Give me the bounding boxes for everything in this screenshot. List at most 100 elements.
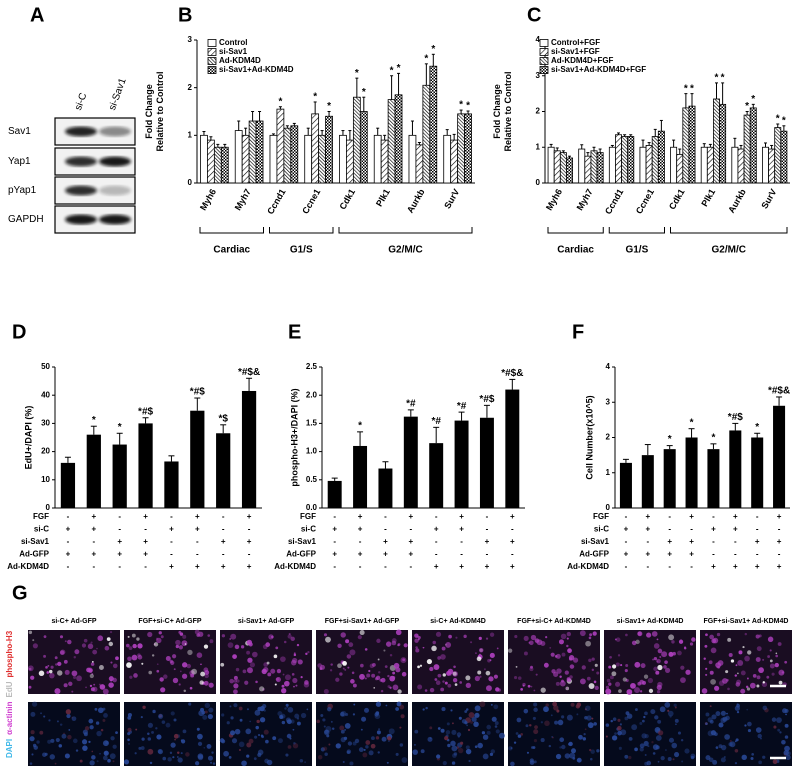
cell-signal xyxy=(652,658,654,661)
cell-signal xyxy=(109,630,113,634)
cell-signal xyxy=(529,758,534,763)
cell-signal xyxy=(594,663,598,667)
cell-signal xyxy=(529,724,532,727)
cell-signal xyxy=(464,710,468,713)
cell-signal xyxy=(548,744,552,748)
cell-signal xyxy=(284,674,291,681)
cell-signal xyxy=(483,668,486,671)
cell-signal xyxy=(173,668,176,671)
cell-signal xyxy=(48,719,51,722)
cell-signal xyxy=(466,724,468,727)
cell-signal xyxy=(230,716,234,720)
cell-signal xyxy=(83,638,88,643)
cell-signal xyxy=(257,706,262,712)
bar xyxy=(138,423,153,508)
cell-signal xyxy=(593,680,597,684)
cell-signal xyxy=(115,656,119,661)
cell-signal xyxy=(107,758,111,763)
significance: * xyxy=(690,417,694,428)
cell-signal xyxy=(747,729,752,733)
blot-band xyxy=(99,214,131,225)
cell-signal xyxy=(720,710,726,716)
cell-signal xyxy=(204,702,211,709)
cell-signal xyxy=(564,753,571,759)
cell-signal xyxy=(744,655,750,662)
cell-signal xyxy=(50,738,55,743)
cell-signal xyxy=(260,734,264,738)
cell-signal xyxy=(415,648,420,653)
cell-signal xyxy=(618,689,622,693)
cell-signal xyxy=(451,745,458,752)
micrograph xyxy=(316,630,408,694)
cell-signal xyxy=(275,646,279,650)
cell-signal xyxy=(550,652,555,657)
cell-signal xyxy=(36,740,40,744)
cell-signal xyxy=(59,635,64,639)
treatment-sign: - xyxy=(756,550,759,559)
treatment-sign: + xyxy=(383,550,388,559)
cell-signal xyxy=(747,721,752,727)
cell-signal xyxy=(767,636,774,642)
cell-signal xyxy=(568,742,571,746)
cell-signal xyxy=(59,723,63,726)
treatment-sign: + xyxy=(667,550,672,559)
cell-signal xyxy=(96,730,102,737)
cell-signal xyxy=(536,639,543,646)
cell-signal xyxy=(91,750,94,753)
cell-signal xyxy=(447,743,451,748)
cell-signal xyxy=(712,637,719,644)
cell-signal xyxy=(265,642,271,647)
cell-signal xyxy=(91,755,96,760)
cell-signal xyxy=(221,634,226,638)
cell-signal xyxy=(369,663,375,669)
cell-signal xyxy=(690,755,695,760)
cell-signal xyxy=(265,739,269,744)
significance: * xyxy=(721,73,725,84)
bar xyxy=(190,410,205,508)
bar xyxy=(651,136,659,184)
significance: *#$ xyxy=(479,394,494,405)
cell-signal xyxy=(588,636,592,640)
x-tick-label: Aurkb xyxy=(726,187,748,215)
cell-signal xyxy=(197,741,203,746)
cell-signal xyxy=(653,643,660,649)
cell-signal xyxy=(440,687,445,692)
bar xyxy=(380,139,389,184)
cell-signal xyxy=(677,731,681,735)
cell-signal xyxy=(212,762,216,765)
treatment-sign: + xyxy=(777,562,782,571)
treatment-sign: - xyxy=(384,512,387,521)
bar xyxy=(713,98,720,184)
cell-signal xyxy=(540,721,544,724)
cell-signal xyxy=(514,634,518,639)
cell-signal xyxy=(561,715,565,719)
cell-signal xyxy=(583,733,586,736)
x-tick-label: SurV xyxy=(759,187,778,210)
cell-signal xyxy=(296,643,300,647)
bar xyxy=(553,150,561,184)
treatment-sign: + xyxy=(117,550,122,559)
bar xyxy=(86,434,101,508)
cell-signal xyxy=(147,748,154,755)
cell-signal xyxy=(551,669,556,674)
treatment-label: Ad-GFP xyxy=(286,550,316,559)
treatment-sign: + xyxy=(358,525,363,534)
cell-signal xyxy=(486,730,491,735)
cell-signal xyxy=(172,654,177,659)
cell-signal xyxy=(95,721,100,725)
cell-signal xyxy=(44,752,48,756)
cell-signal xyxy=(32,643,38,649)
cell-signal xyxy=(749,682,756,689)
cell-signal xyxy=(653,666,658,672)
cell-signal xyxy=(722,678,728,684)
cell-signal xyxy=(259,717,266,723)
treatment-sign: - xyxy=(460,537,463,546)
cell-signal xyxy=(273,654,278,659)
bar xyxy=(255,120,264,184)
cell-signal xyxy=(489,752,494,757)
significance: *# xyxy=(431,416,441,427)
cell-signal xyxy=(100,728,104,732)
treatment-sign: + xyxy=(383,537,388,546)
treatment-sign: + xyxy=(91,512,96,521)
cell-signal xyxy=(48,669,53,674)
